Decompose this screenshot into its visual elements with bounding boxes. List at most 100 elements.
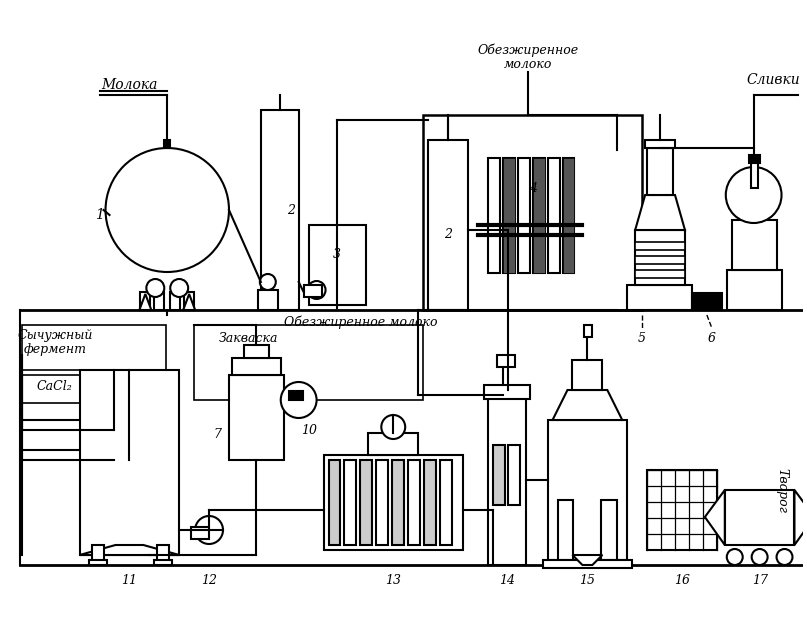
Circle shape xyxy=(170,279,188,297)
Bar xyxy=(154,292,165,310)
Circle shape xyxy=(307,281,325,299)
Circle shape xyxy=(751,549,767,565)
Text: 5: 5 xyxy=(638,331,646,344)
Bar xyxy=(408,460,420,545)
Bar xyxy=(368,433,418,455)
Text: Творог: Творог xyxy=(775,468,788,512)
Bar xyxy=(503,158,515,273)
Bar xyxy=(22,375,166,403)
Text: 3: 3 xyxy=(332,249,341,261)
Text: молоко: молоко xyxy=(504,59,552,71)
Bar xyxy=(194,325,423,400)
Text: 12: 12 xyxy=(201,574,217,586)
Polygon shape xyxy=(794,490,807,545)
Text: CaCl₂: CaCl₂ xyxy=(37,381,73,394)
Bar xyxy=(440,460,452,545)
Bar xyxy=(345,460,357,545)
Circle shape xyxy=(281,382,316,418)
Bar xyxy=(244,345,269,358)
Bar xyxy=(328,460,341,545)
Bar xyxy=(191,527,209,539)
Bar xyxy=(645,140,675,148)
Bar xyxy=(572,360,602,390)
Text: Закваска: Закваска xyxy=(220,331,278,344)
Bar xyxy=(22,325,166,370)
Bar xyxy=(497,355,515,367)
Bar xyxy=(392,460,404,545)
Bar xyxy=(692,293,721,310)
Text: 7: 7 xyxy=(213,429,221,441)
Bar xyxy=(732,220,776,270)
Polygon shape xyxy=(635,195,685,230)
Bar xyxy=(548,420,627,560)
Bar xyxy=(548,158,559,273)
Circle shape xyxy=(106,148,229,272)
Text: Обезжиренное: Обезжиренное xyxy=(477,43,579,57)
Bar xyxy=(725,490,794,545)
Polygon shape xyxy=(705,490,725,545)
Bar xyxy=(533,158,545,273)
Bar xyxy=(184,292,194,310)
Bar xyxy=(601,500,617,560)
Bar xyxy=(376,460,388,545)
Text: 11: 11 xyxy=(121,574,137,586)
Bar xyxy=(165,140,170,148)
Bar xyxy=(80,370,179,555)
Bar xyxy=(627,285,692,310)
Text: Сливки: Сливки xyxy=(746,73,801,87)
Bar xyxy=(493,445,504,505)
Bar xyxy=(258,290,278,310)
Text: 10: 10 xyxy=(301,424,316,436)
Bar xyxy=(635,270,685,278)
Text: 2: 2 xyxy=(286,204,295,216)
Text: 14: 14 xyxy=(499,574,515,586)
Bar xyxy=(488,158,500,273)
Bar xyxy=(289,391,303,400)
Bar xyxy=(584,325,592,337)
Text: Обезжиренное молоко: Обезжиренное молоко xyxy=(284,315,437,329)
Circle shape xyxy=(146,279,165,297)
Bar xyxy=(424,460,436,545)
Text: 17: 17 xyxy=(751,574,767,586)
Text: 16: 16 xyxy=(674,574,690,586)
Text: 4: 4 xyxy=(529,181,537,194)
Bar xyxy=(361,460,372,545)
Bar xyxy=(91,545,103,565)
Bar xyxy=(508,445,520,505)
Text: 1: 1 xyxy=(95,208,104,222)
Text: фермент: фермент xyxy=(23,344,86,356)
Bar xyxy=(562,158,575,273)
Bar xyxy=(303,285,321,297)
Bar xyxy=(428,140,468,310)
Bar xyxy=(423,115,642,310)
Bar xyxy=(635,230,685,285)
Bar xyxy=(170,292,180,310)
Bar xyxy=(157,545,169,565)
Bar xyxy=(484,385,529,399)
Text: 2: 2 xyxy=(444,229,452,241)
Text: 6: 6 xyxy=(708,331,716,344)
Bar xyxy=(503,158,515,273)
Bar xyxy=(229,375,284,460)
Polygon shape xyxy=(572,555,602,565)
Circle shape xyxy=(725,167,781,223)
Bar xyxy=(727,270,781,310)
Bar xyxy=(558,500,574,560)
Polygon shape xyxy=(140,294,152,310)
Bar xyxy=(749,155,759,163)
Bar xyxy=(488,395,525,565)
Polygon shape xyxy=(183,294,195,310)
Polygon shape xyxy=(80,545,179,555)
Bar xyxy=(261,110,299,310)
Bar xyxy=(324,455,463,550)
Bar xyxy=(647,470,717,550)
Circle shape xyxy=(776,549,792,565)
Circle shape xyxy=(260,274,276,290)
Text: 13: 13 xyxy=(385,574,401,586)
Bar xyxy=(308,225,366,305)
Circle shape xyxy=(382,415,405,439)
Text: 15: 15 xyxy=(579,574,596,586)
Bar xyxy=(635,242,685,250)
Bar xyxy=(751,160,758,188)
Bar xyxy=(89,560,107,565)
